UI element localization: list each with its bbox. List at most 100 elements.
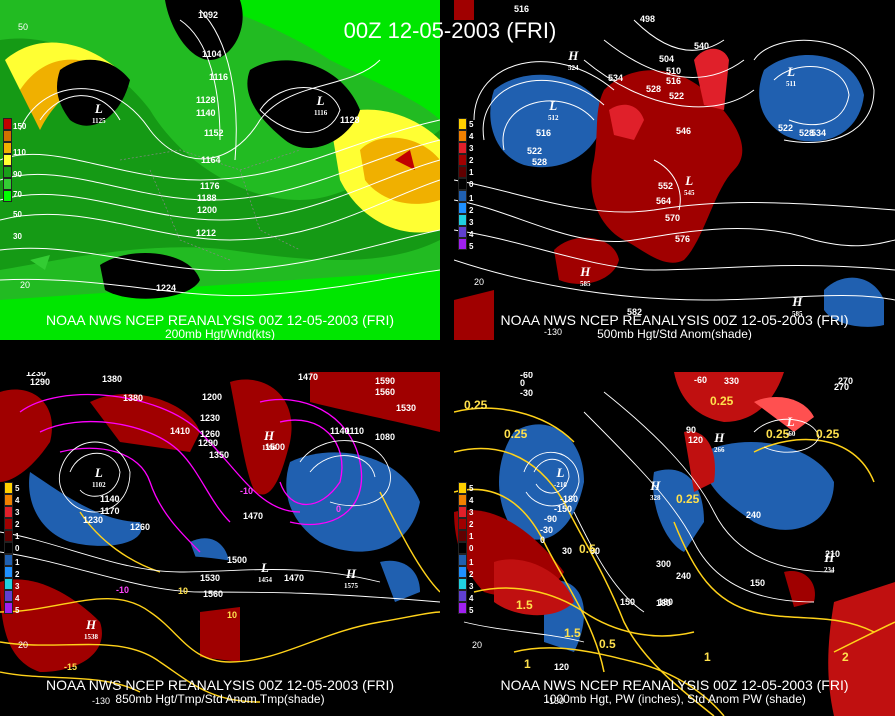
contour-label: 1080 [375, 432, 396, 442]
legend-label: 150 [13, 122, 27, 131]
legend-label: 2 [469, 206, 474, 215]
pw-label: 1.5 [564, 626, 581, 640]
legend-swatch [458, 190, 467, 202]
legend-label: 2 [469, 156, 474, 165]
pw-label: 0.25 [816, 427, 840, 441]
legend-label: 5 [15, 484, 20, 493]
legend-label: 2 [15, 520, 20, 529]
panel-1000mb-pw: -60 -30 0 -180 -150 -90 -30 0 30 60 90 1… [454, 372, 895, 716]
panel-850mb-map [0, 372, 440, 716]
panel-850mb: 1290 1230 1380 1380 1410 1200 1230 1260 … [0, 372, 440, 716]
legend-swatch [4, 590, 13, 602]
contour-label: 516 [536, 128, 552, 138]
contour-label: 1128 [196, 95, 216, 105]
legend-label: 3 [469, 218, 474, 227]
contour-label: 522 [778, 123, 794, 133]
legend-swatch [458, 142, 467, 154]
legend-swatch [458, 554, 467, 566]
contour-label: 1470 [284, 573, 305, 583]
legend-swatch [4, 506, 13, 518]
legend-swatch [4, 482, 13, 494]
legend-label: 90 [13, 170, 22, 179]
longitude-tick: -130 [544, 327, 563, 337]
caption-source: NOAA NWS NCEP REANALYSIS 00Z 12-05-2003 … [500, 312, 849, 328]
low-pressure-center: L -210 [554, 465, 567, 489]
contour-label: 300 [656, 559, 672, 569]
isotherm-label: -15 [64, 662, 78, 672]
legend-label: 1 [469, 558, 474, 567]
contour-label: 150 [620, 597, 636, 607]
legend-label: 4 [469, 230, 474, 239]
legend-label: 1 [469, 532, 474, 541]
legend-label: 0 [15, 544, 20, 553]
panel-caption: NOAA NWS NCEP REANALYSIS 00Z 12-05-2003 … [0, 313, 440, 340]
legend-label: 5 [469, 242, 474, 251]
legend-swatch [458, 578, 467, 590]
legend-label: 3 [469, 508, 474, 517]
high-pressure-center: H 1596 [262, 428, 276, 452]
legend-swatch [458, 130, 467, 142]
contour-label: 1500 [227, 555, 248, 565]
color-legend [4, 482, 13, 614]
legend-swatch [458, 566, 467, 578]
contour-label: 576 [675, 234, 691, 244]
latitude-tick: 50 [18, 22, 29, 32]
main-title: 00Z 12-05-2003 (FRI) [343, 18, 557, 43]
isotherm-label: 10 [227, 610, 238, 620]
panel-caption: NOAA NWS NCEP REANALYSIS 00Z 12-05-2003 … [454, 678, 895, 706]
legend-swatch [4, 578, 13, 590]
high-pressure-center: H 585 [792, 294, 803, 318]
high-pressure-center: H 585 [580, 264, 591, 288]
caption-source: NOAA NWS NCEP REANALYSIS 00Z 12-05-2003 … [500, 677, 849, 693]
legend-label: 3 [469, 144, 474, 153]
contour-label: 270 [838, 376, 854, 386]
contour-label: 1104 [202, 49, 222, 59]
latitude-tick: 20 [20, 280, 31, 290]
legend-swatch [4, 530, 13, 542]
pw-label: 0.25 [710, 394, 734, 408]
panel-500mb: 516 498 504 510 516 522 528 534 540 546 … [454, 0, 895, 340]
contour-label: 1140 [100, 494, 120, 504]
caption-field: 1000mb Hgt, PW (inches), Std Anom PW (sh… [543, 692, 806, 706]
caption-field: 500mb Hgt/Std Anom(shade) [597, 327, 752, 340]
latitude-tick: 20 [18, 640, 29, 650]
legend-label: 4 [15, 594, 20, 603]
legend-swatch [4, 518, 13, 530]
contour-label: 516 [666, 76, 682, 86]
contour-label: 60 [590, 546, 601, 556]
legend-label: 70 [13, 190, 22, 199]
legend-label: 2 [469, 570, 474, 579]
contour-label: 1470 [298, 372, 319, 382]
pw-label: 1 [704, 650, 711, 664]
contour-label: 1410 [170, 426, 191, 436]
legend-label: 5 [15, 606, 20, 615]
contour-label: 1176 [200, 181, 220, 191]
contour-label: 30 [562, 546, 573, 556]
legend-swatch [458, 214, 467, 226]
contour-label: 1290 [30, 377, 51, 387]
caption-source: NOAA NWS NCEP REANALYSIS 00Z 12-05-2003 … [45, 312, 395, 328]
contour-label: 1590 [375, 376, 396, 386]
contour-label: 150 [750, 578, 766, 588]
contour-label: 1110 [345, 426, 365, 436]
legend-swatch [458, 238, 467, 250]
contour-label: 1230 [83, 515, 104, 525]
panel-caption: NOAA NWS NCEP REANALYSIS 00Z 12-05-2003 … [454, 313, 895, 340]
contour-label: 1212 [196, 228, 217, 238]
high-pressure-center: H 266 [714, 430, 725, 454]
contour-label: 1170 [100, 506, 120, 516]
contour-label: 534 [608, 73, 624, 83]
contour-label: 0 [520, 378, 526, 388]
legend-label: 4 [15, 496, 20, 505]
contour-label: 180 [658, 597, 674, 607]
contour-label: 522 [527, 146, 543, 156]
legend-label: 1 [15, 532, 20, 541]
latitude-tick: 20 [474, 277, 485, 287]
contour-label: 546 [676, 126, 692, 136]
contour-label: 270 [834, 382, 850, 392]
caption-field: 200mb Hgt/Wnd(kts) [164, 327, 276, 340]
caption-field: 850mb Hgt/Tmp/Std Anom Tmp(shade) [115, 692, 325, 706]
low-pressure-center: L 545 [684, 173, 695, 197]
high-pressure-center: H 1538 [84, 617, 98, 641]
contour-label: 540 [694, 41, 710, 51]
